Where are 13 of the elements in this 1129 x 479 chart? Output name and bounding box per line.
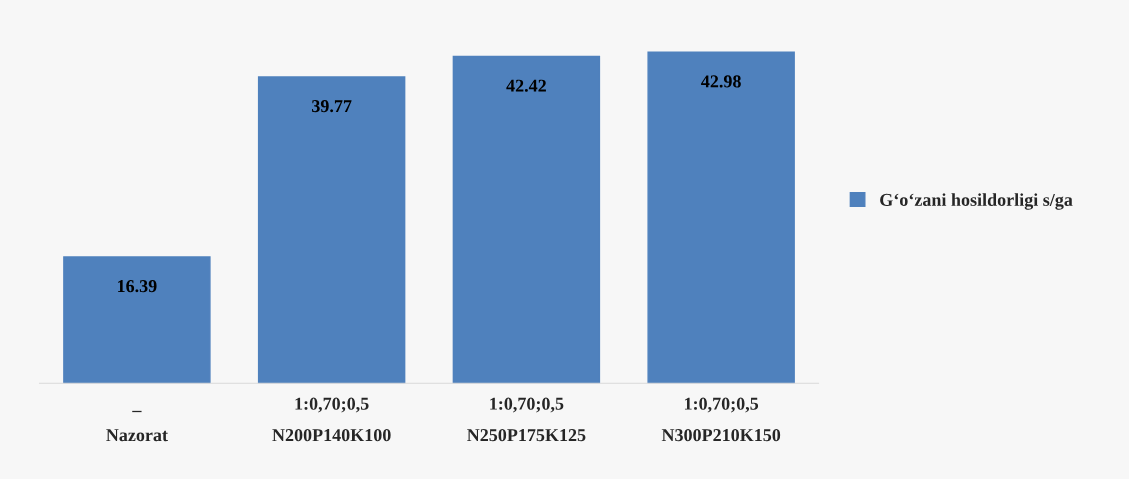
bar bbox=[647, 51, 795, 384]
data-label: 42.98 bbox=[701, 75, 741, 88]
data-label: 16.39 bbox=[118, 280, 157, 293]
bar bbox=[257, 76, 406, 384]
x-tick-label: 1:0,70;0,5 N200P140K100 bbox=[272, 397, 391, 442]
x-tick-label: _ Nazorat bbox=[106, 410, 168, 442]
bar bbox=[63, 256, 211, 384]
data-label: 42.42 bbox=[506, 79, 546, 92]
bar bbox=[452, 55, 601, 384]
x-tick-label: 1:0,70;0,5 N300P210K150 bbox=[661, 397, 781, 442]
x-tick-label: 1:0,70;0,5 N250P175K125 bbox=[467, 397, 586, 442]
data-label: 39.77 bbox=[312, 100, 352, 113]
legend-label: G‘o‘zani hosildorligi s/ga bbox=[880, 193, 1073, 210]
